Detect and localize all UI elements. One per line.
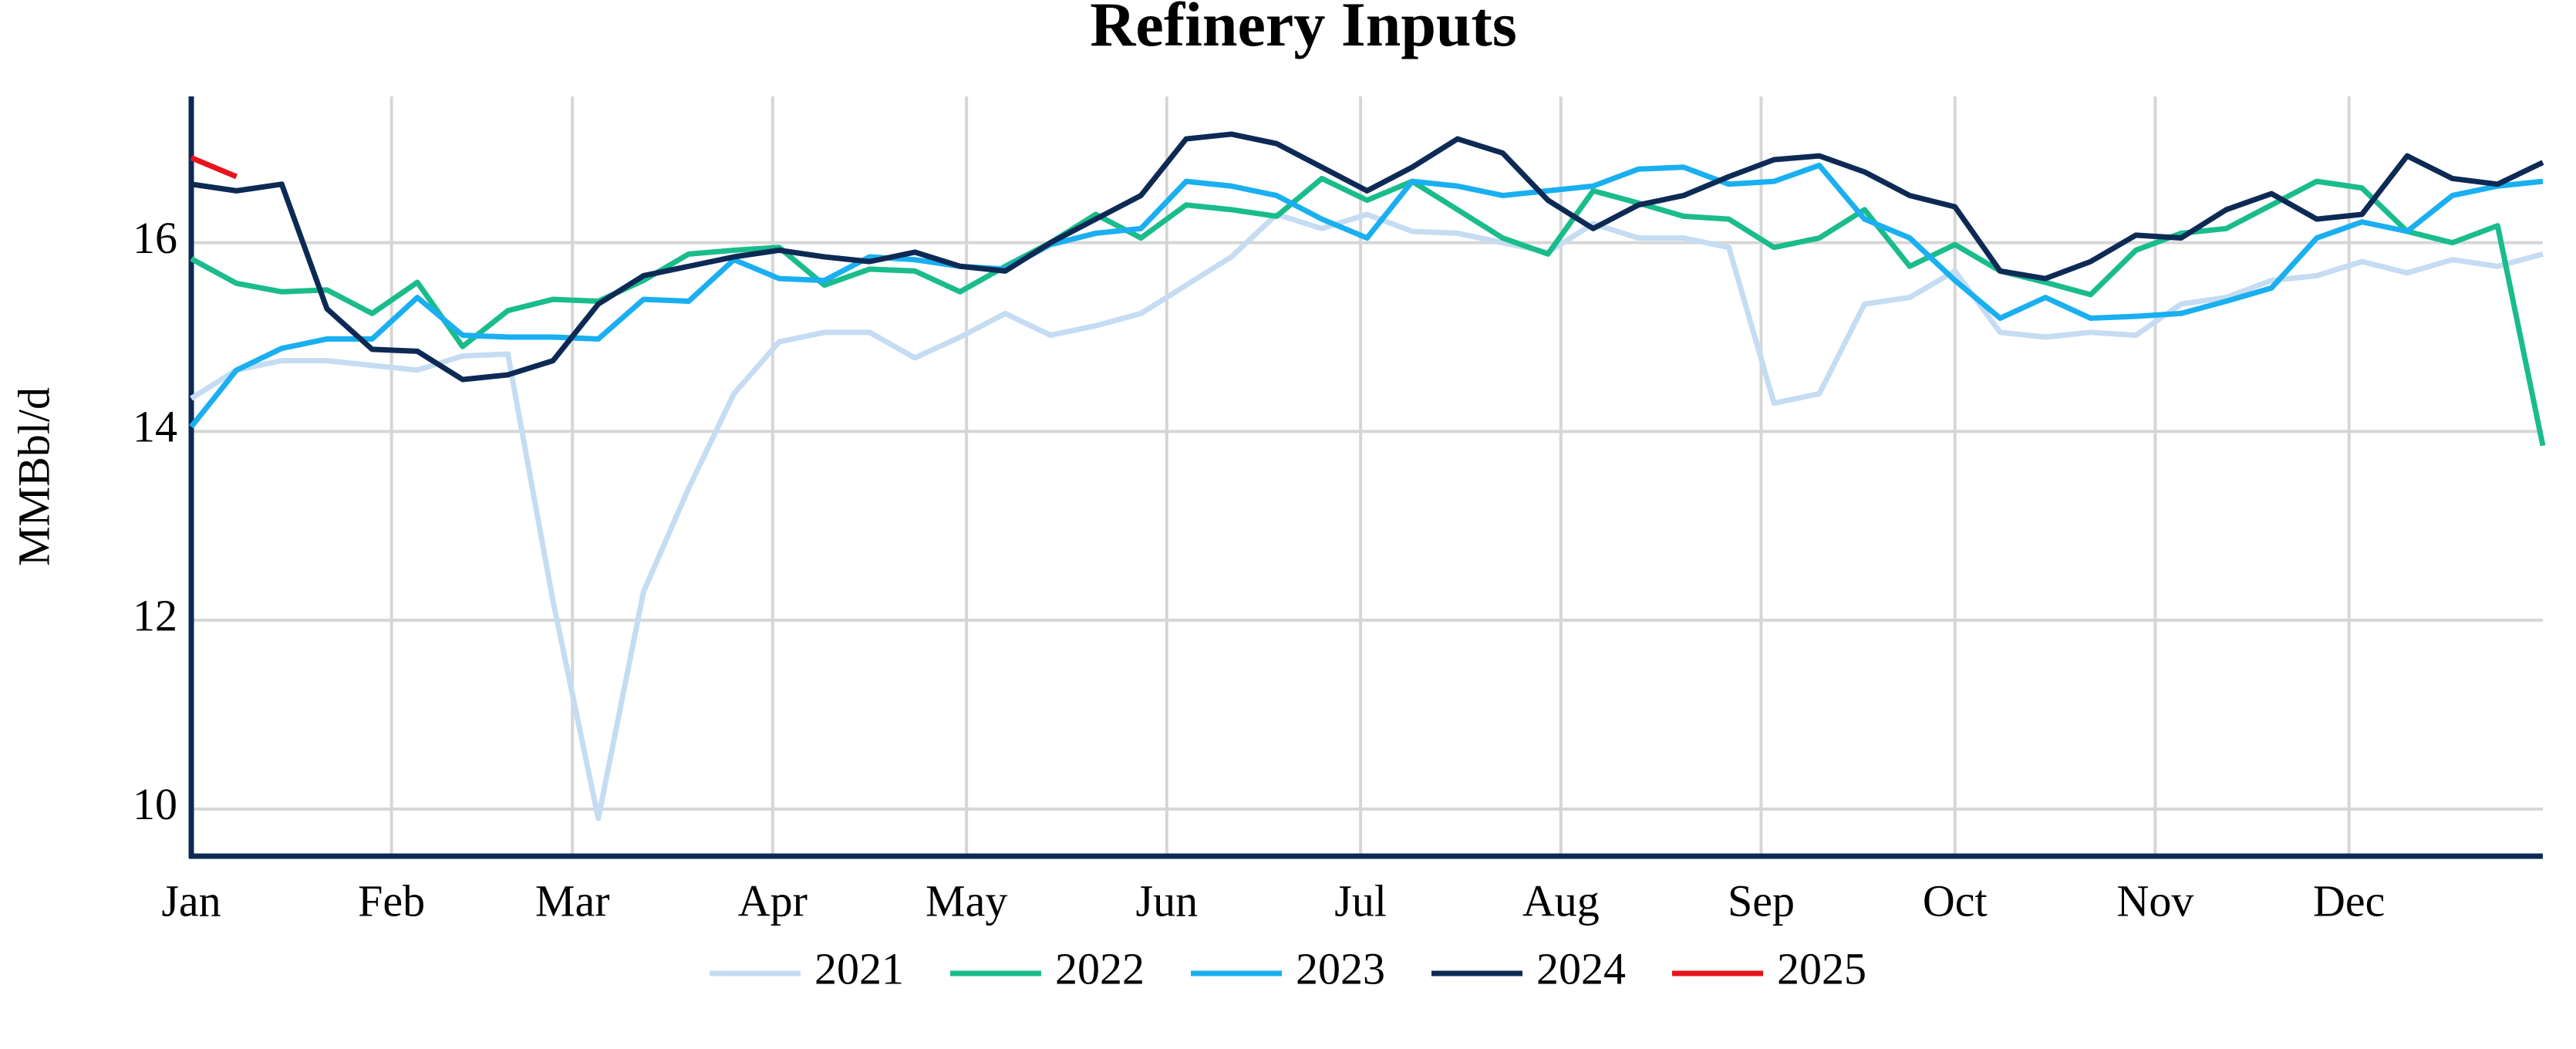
series-line — [191, 131, 2544, 383]
x-tick-label: Nov — [2116, 875, 2193, 926]
x-tick-label: Dec — [2313, 875, 2385, 926]
legend-label: 2022 — [1055, 943, 1145, 993]
series-line — [190, 175, 2546, 447]
x-tick-label: Sep — [1728, 875, 1795, 926]
y-tick-label: 14 — [133, 402, 177, 452]
legend-label: 2025 — [1777, 943, 1866, 993]
x-tick-label: Apr — [738, 875, 808, 926]
series-line — [189, 162, 2544, 429]
x-tick-label: Jun — [1136, 875, 1199, 926]
x-tick-label: May — [926, 875, 1007, 926]
x-tick-label: Jan — [161, 875, 221, 926]
x-tick-label: Oct — [1923, 875, 1988, 926]
legend-label: 2021 — [814, 943, 904, 993]
x-tick-label: Jul — [1334, 875, 1387, 926]
x-tick-label: Mar — [535, 875, 610, 926]
legend-label: 2024 — [1536, 943, 1626, 993]
y-tick-label: 10 — [133, 779, 177, 829]
chart-title: Refinery Inputs — [1090, 0, 1517, 59]
x-tick-label: Aug — [1522, 875, 1600, 926]
y-tick-label: 16 — [133, 213, 177, 263]
series-line — [190, 155, 238, 180]
x-tick-label: Feb — [358, 875, 425, 926]
y-axis-label: MMBbl/d — [8, 387, 59, 566]
y-tick-label: 12 — [133, 590, 177, 640]
series-line — [190, 211, 2544, 821]
legend-label: 2023 — [1296, 943, 1385, 993]
